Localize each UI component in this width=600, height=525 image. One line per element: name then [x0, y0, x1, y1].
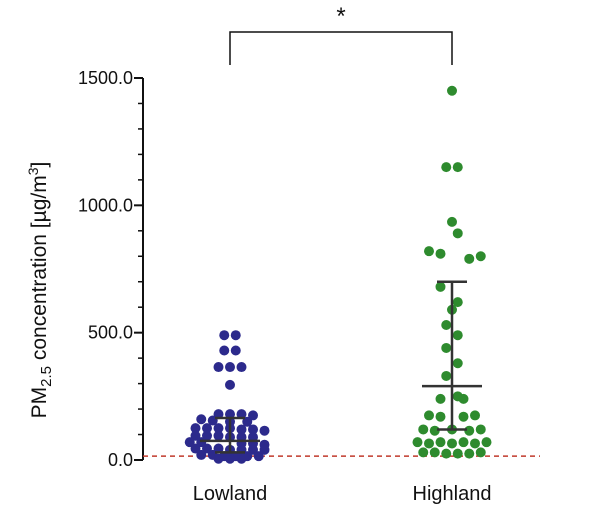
- median-iqr-bars: [200, 280, 482, 454]
- significance-bracket-line: [229, 31, 453, 65]
- data-point-highland: [435, 248, 446, 259]
- data-points: [184, 85, 492, 464]
- y-tick-label: 0.0: [108, 450, 133, 470]
- y-axis-title: PM2.5 concentration [µg/m3]: [25, 162, 55, 419]
- significance-label: *: [336, 3, 345, 30]
- x-axis-labels: Lowland Highland: [193, 483, 492, 505]
- data-point-highland: [435, 411, 446, 422]
- data-point-highland: [441, 370, 452, 381]
- data-point-lowland: [225, 409, 235, 420]
- y-tick-label: 1500.0: [78, 68, 133, 88]
- data-point-lowland: [202, 443, 212, 454]
- data-point-lowland: [184, 437, 195, 448]
- data-point-highland: [475, 447, 486, 458]
- data-point-highland: [418, 447, 429, 458]
- data-point-highland: [452, 228, 463, 239]
- data-point-highland: [452, 330, 463, 341]
- data-point-lowland: [253, 451, 264, 462]
- data-point-lowland: [248, 410, 258, 421]
- data-point-lowland: [230, 345, 241, 356]
- data-point-highland: [458, 411, 469, 422]
- data-point-highland: [424, 438, 434, 449]
- x-category-label: Lowland: [193, 483, 268, 505]
- data-point-highland: [412, 437, 423, 448]
- data-point-lowland: [202, 430, 212, 441]
- data-point-highland: [452, 448, 463, 459]
- data-point-highland: [435, 393, 446, 404]
- data-point-highland: [435, 281, 446, 292]
- data-point-highland: [418, 424, 429, 435]
- data-point-lowland: [190, 423, 201, 434]
- y-axis-title-close: ]: [28, 162, 51, 168]
- y-axis-title-rest: concentration [µg/m: [28, 175, 51, 366]
- data-point-highland: [441, 320, 452, 331]
- data-point-highland: [458, 437, 469, 448]
- data-point-lowland: [225, 453, 235, 464]
- data-point-highland: [470, 438, 480, 449]
- data-point-lowland: [219, 330, 230, 341]
- data-point-highland: [458, 393, 469, 404]
- y-axis-title-main: PM: [28, 387, 51, 419]
- data-point-lowland: [213, 423, 224, 434]
- data-point-highland: [429, 425, 440, 436]
- data-point-highland: [470, 410, 480, 421]
- data-point-highland: [424, 410, 434, 421]
- data-point-highland: [452, 162, 463, 173]
- data-point-highland: [441, 162, 452, 173]
- data-point-highland: [464, 253, 475, 264]
- data-point-highland: [447, 85, 457, 96]
- data-point-highland: [464, 448, 475, 459]
- data-point-highland: [464, 425, 475, 436]
- y-axis: 0.0 500.0 1000.0 1500.0: [78, 68, 144, 470]
- data-point-lowland: [213, 362, 224, 373]
- data-point-lowland: [190, 430, 201, 441]
- data-point-highland: [447, 438, 457, 449]
- data-point-lowland: [242, 416, 253, 427]
- data-point-lowland: [225, 362, 235, 373]
- data-point-lowland: [202, 423, 212, 434]
- y-tick-label: 500.0: [88, 323, 133, 343]
- data-point-lowland: [213, 443, 224, 454]
- data-point-highland: [424, 246, 434, 257]
- data-point-highland: [475, 251, 486, 262]
- data-point-lowland: [248, 424, 258, 435]
- significance-bracket: *: [229, 3, 453, 65]
- x-category-label: Highland: [413, 483, 492, 505]
- data-point-lowland: [190, 443, 201, 454]
- y-tick-label: 1000.0: [78, 195, 133, 215]
- data-point-highland: [452, 297, 463, 308]
- y-axis-title-subscript: 2.5: [38, 366, 55, 387]
- data-point-highland: [452, 358, 463, 369]
- data-point-lowland: [213, 430, 224, 441]
- data-point-lowland: [213, 409, 224, 420]
- y-axis-title-superscript: 3: [25, 167, 41, 175]
- data-point-highland: [441, 342, 452, 353]
- data-point-lowland: [225, 379, 235, 390]
- data-point-lowland: [196, 414, 207, 425]
- data-point-lowland: [259, 444, 270, 455]
- data-point-lowland: [230, 330, 241, 341]
- data-point-highland: [475, 424, 486, 435]
- data-point-highland: [435, 437, 446, 448]
- data-point-lowland: [213, 453, 224, 464]
- data-point-lowland: [248, 444, 258, 455]
- data-point-lowland: [219, 345, 230, 356]
- data-point-lowland: [236, 424, 247, 435]
- data-point-highland: [429, 447, 440, 458]
- data-point-lowland: [196, 449, 207, 460]
- data-point-lowland: [259, 425, 270, 436]
- data-point-lowland: [236, 362, 247, 373]
- data-point-highland: [447, 216, 457, 227]
- data-point-lowland: [236, 409, 247, 420]
- data-point-highland: [481, 437, 492, 448]
- data-point-highland: [441, 448, 452, 459]
- data-point-lowland: [236, 453, 247, 464]
